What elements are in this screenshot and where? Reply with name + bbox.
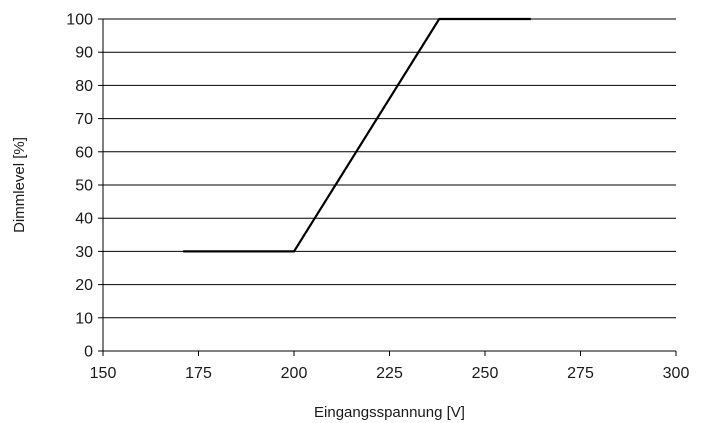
y-tick-label: 20 (75, 277, 93, 294)
x-tick-label: 225 (376, 365, 403, 382)
y-tick-label: 30 (75, 244, 93, 261)
gridlines (103, 18, 676, 319)
y-tick-label: 10 (75, 310, 93, 327)
y-tick-label: 90 (75, 45, 93, 62)
y-tick-label: 80 (75, 78, 93, 95)
y-tick-label: 100 (66, 12, 93, 29)
x-tick-label: 150 (90, 365, 117, 382)
y-tick-label: 40 (75, 211, 93, 228)
series (183, 17, 531, 253)
y-tick-label: 70 (75, 111, 93, 128)
y-axis-title: Dimmlevel [%] (11, 137, 28, 233)
x-tick-label: 300 (663, 365, 690, 382)
series-line (183, 17, 531, 253)
x-tick-label: 250 (472, 365, 499, 382)
x-axis-title: Eingangsspannung [V] (314, 404, 465, 421)
x-tick-label: 275 (567, 365, 594, 382)
x-tick-label: 200 (281, 365, 308, 382)
x-axis-ticks: 150 175 200 225 250 275 300 (90, 351, 690, 382)
y-axis-ticks: 0 10 20 30 40 50 60 70 80 90 100 (66, 12, 103, 361)
y-tick-label: 50 (75, 178, 93, 195)
y-tick-label: 0 (84, 344, 93, 361)
x-tick-label: 175 (185, 365, 212, 382)
y-tick-label: 60 (75, 144, 93, 161)
